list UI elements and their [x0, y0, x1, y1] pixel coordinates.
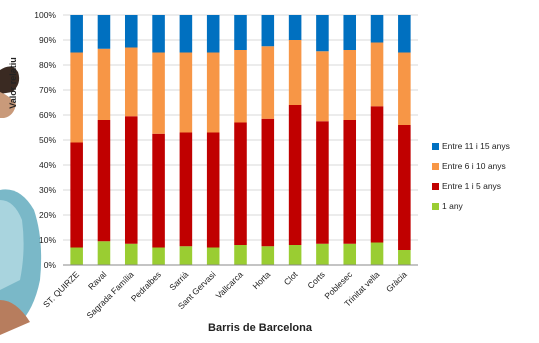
x-tick-label: Gràcia	[384, 269, 409, 294]
bar-segment	[124, 15, 138, 48]
bar-segment	[70, 142, 83, 248]
bar-segment	[152, 247, 165, 265]
bar-segment	[398, 52, 411, 125]
bar-segment	[370, 15, 384, 43]
bar-segment	[179, 52, 193, 133]
bar-segment	[288, 40, 302, 105]
legend-label: Entre 6 i 10 anys	[442, 161, 506, 171]
bar-segment	[316, 15, 329, 52]
y-axis-ticks: 0% 10% 20% 30% 40% 50% 60% 70% 80% 90% 100%	[34, 10, 56, 270]
bar-segment	[234, 15, 247, 50]
y-tick-label: 90%	[39, 35, 56, 45]
bar-segment	[206, 132, 220, 248]
bar-segment	[152, 15, 165, 53]
bar-segment	[97, 241, 111, 265]
bars	[70, 15, 411, 265]
bar-segment	[234, 122, 247, 245]
y-tick-label: 20%	[39, 210, 56, 220]
y-tick-label: 30%	[39, 185, 56, 195]
bar-segment	[206, 15, 220, 53]
bar-segment	[316, 121, 329, 244]
person-photo-fragment	[0, 66, 42, 335]
bar-segment	[343, 120, 357, 244]
x-tick-label: Pedralbes	[129, 269, 163, 303]
bar-segment	[97, 120, 111, 242]
y-tick-label: 50%	[39, 135, 56, 145]
y-tick-label: 10%	[39, 235, 56, 245]
x-tick-label: ST. QUIRZE	[41, 269, 81, 309]
bar-segment	[152, 52, 165, 134]
legend-label: Entre 1 i 5 anys	[442, 181, 502, 191]
bar-segment	[70, 247, 83, 265]
bar-segment	[97, 48, 111, 120]
x-tick-label: Sagrada Família	[85, 269, 136, 320]
bar-segment	[343, 15, 357, 50]
bar-segment	[179, 246, 193, 265]
bar-segment	[97, 15, 111, 49]
y-tick-label: 60%	[39, 110, 56, 120]
bar-segment	[234, 50, 247, 123]
bar-segment	[261, 118, 275, 247]
bar-segment	[152, 133, 165, 248]
y-axis-title: Valor relatiu	[8, 57, 18, 109]
bar-segment	[206, 247, 220, 265]
bar-segment	[370, 242, 384, 265]
x-tick-label: Corts	[305, 269, 326, 290]
bar-segment	[70, 15, 83, 53]
x-tick-label: Sarrià	[167, 269, 190, 292]
bar-segment	[398, 125, 411, 250]
x-tick-label: Horta	[250, 269, 272, 291]
bar-segment	[206, 52, 220, 133]
bar-segment	[370, 106, 384, 243]
bar-segment	[261, 15, 275, 47]
x-tick-label: Vallcarca	[214, 269, 246, 301]
legend-swatch	[432, 142, 439, 150]
legend-swatch	[432, 182, 439, 190]
y-tick-label: 80%	[39, 60, 56, 70]
legend-label: Entre 11 i 15 anys	[442, 141, 510, 151]
y-tick-label: 40%	[39, 160, 56, 170]
bar-segment	[288, 105, 302, 245]
bar-segment	[398, 250, 411, 265]
x-tick-label: Raval	[86, 269, 109, 292]
y-tick-label: 100%	[34, 10, 56, 20]
x-axis-title: Barris de Barcelona	[208, 322, 312, 334]
legend-swatch	[432, 202, 439, 210]
y-tick-label: 70%	[39, 85, 56, 95]
legend: Entre 11 i 15 anys Entre 6 i 10 anys Entre…	[432, 136, 537, 216]
bar-segment	[343, 243, 357, 265]
bar-segment	[70, 52, 83, 143]
legend-swatch	[432, 162, 439, 170]
bar-segment	[261, 246, 275, 265]
bar-segment	[124, 47, 138, 117]
bar-segment	[398, 15, 411, 53]
x-tick-label: Clot	[282, 269, 300, 287]
y-tick-label: 0%	[44, 260, 57, 270]
legend-item: Entre 1 i 5 anys	[432, 176, 537, 196]
bar-segment	[261, 46, 275, 119]
bar-segment	[288, 15, 302, 40]
bar-segment	[316, 51, 329, 122]
bar-segment	[234, 245, 247, 265]
bar-segment	[370, 42, 384, 107]
legend-item: 1 any	[432, 196, 537, 216]
legend-item: Entre 6 i 10 anys	[432, 156, 537, 176]
legend-item: Entre 11 i 15 anys	[432, 136, 537, 156]
bar-segment	[343, 50, 357, 120]
bar-segment	[316, 243, 329, 265]
legend-label: 1 any	[442, 201, 463, 211]
bar-segment	[124, 116, 138, 244]
bar-segment	[179, 132, 193, 247]
bar-segment	[179, 15, 193, 53]
bar-segment	[124, 243, 138, 265]
bar-segment	[288, 245, 302, 265]
